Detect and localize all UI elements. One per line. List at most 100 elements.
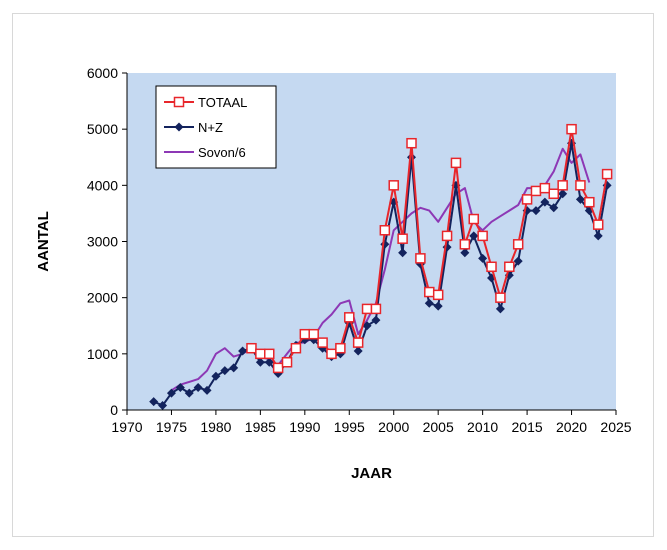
point-totaal — [352, 337, 364, 348]
point-n-z — [398, 248, 408, 258]
point-n-z — [362, 321, 372, 331]
point-totaal — [370, 303, 382, 315]
point-totaal — [575, 180, 586, 191]
x-tick-label: 1975 — [156, 419, 187, 435]
y-tick-label: 5000 — [87, 121, 118, 137]
point-totaal — [272, 362, 284, 374]
point-n-z — [238, 346, 248, 356]
point-n-z — [166, 388, 176, 398]
point-n-z — [593, 231, 603, 241]
point-totaal — [432, 289, 444, 301]
point-totaal — [548, 188, 560, 200]
y-axis-title: AANTAL — [35, 211, 52, 272]
point-totaal — [361, 303, 373, 315]
point-totaal — [388, 180, 399, 191]
x-tick-label: 2025 — [600, 419, 631, 435]
x-tick-label: 1970 — [111, 419, 142, 435]
point-totaal — [539, 182, 551, 194]
point-n-z — [158, 401, 168, 411]
point-totaal — [317, 337, 328, 348]
point-n-z — [540, 197, 550, 207]
point-totaal — [601, 168, 613, 180]
point-totaal — [495, 292, 506, 303]
point-totaal — [486, 261, 497, 273]
point-totaal — [397, 233, 408, 244]
point-totaal — [308, 328, 319, 340]
series-layer — [149, 123, 613, 411]
point-totaal — [477, 230, 488, 242]
point-totaal — [512, 239, 524, 250]
point-totaal — [468, 213, 479, 225]
legend-label-n-z: N+Z — [198, 120, 223, 135]
y-tick-label: 4000 — [87, 177, 118, 193]
point-n-z — [220, 366, 230, 376]
legend-label-sovon-6: Sovon/6 — [198, 145, 246, 160]
point-n-z — [531, 206, 541, 216]
point-n-z — [549, 203, 559, 213]
point-n-z — [184, 388, 194, 398]
point-totaal — [406, 137, 417, 149]
point-n-z — [371, 315, 381, 325]
point-totaal — [299, 328, 311, 340]
point-n-z — [175, 383, 185, 393]
point-n-z — [558, 189, 568, 199]
point-totaal — [264, 348, 275, 360]
point-totaal — [344, 312, 355, 323]
point-n-z — [353, 346, 363, 356]
legend-label-totaal: TOTAAL — [198, 95, 247, 110]
point-totaal — [255, 348, 266, 360]
point-totaal — [424, 286, 435, 298]
point-totaal — [441, 230, 453, 242]
legend-marker-n-z — [174, 122, 184, 132]
point-n-z — [193, 383, 203, 393]
point-n-z — [460, 248, 470, 258]
point-n-z — [424, 298, 434, 308]
x-tick-label: 1980 — [200, 419, 231, 435]
x-tick-label: 1985 — [245, 419, 276, 435]
x-tick-label: 2020 — [556, 419, 587, 435]
point-totaal — [584, 196, 595, 208]
point-n-z — [495, 304, 505, 314]
x-tick-label: 2005 — [423, 419, 454, 435]
point-totaal — [450, 157, 462, 169]
point-totaal — [566, 123, 577, 135]
point-n-z — [469, 231, 479, 241]
point-totaal — [379, 225, 391, 236]
point-totaal — [459, 239, 471, 250]
y-tick-label: 6000 — [87, 65, 118, 81]
y-tick-label: 0 — [110, 402, 118, 418]
legend: TOTAAL N+Z Sovon/6 — [155, 85, 277, 169]
axes-layer: 0 1000 2000 3000 4000 5000 6000 1970 1975 1980 198… — [87, 65, 632, 435]
x-tick-label: 1990 — [289, 419, 320, 435]
legend-marker-totaal — [173, 96, 185, 108]
point-totaal — [246, 342, 257, 354]
x-axis-title: JAAR — [351, 465, 392, 482]
point-n-z — [478, 253, 488, 263]
point-n-z — [264, 357, 274, 367]
y-tick-label: 2000 — [87, 290, 118, 306]
y-tick-label: 3000 — [87, 234, 118, 250]
point-n-z — [255, 357, 265, 367]
x-tick-label: 2000 — [378, 419, 409, 435]
point-n-z — [513, 256, 523, 266]
point-totaal — [557, 180, 568, 191]
x-tick-label: 1995 — [334, 419, 365, 435]
x-tick-label: 2015 — [512, 419, 543, 435]
point-totaal — [335, 342, 346, 354]
point-n-z — [433, 301, 443, 311]
point-n-z — [211, 371, 221, 381]
point-n-z — [202, 385, 212, 395]
x-tick-label: 2010 — [467, 419, 498, 435]
point-totaal — [521, 194, 533, 205]
point-n-z — [149, 397, 159, 407]
point-totaal — [415, 253, 426, 264]
point-n-z — [575, 194, 585, 204]
y-tick-label: 1000 — [87, 346, 118, 362]
point-n-z — [229, 363, 239, 373]
point-totaal — [530, 185, 542, 197]
point-totaal — [281, 357, 293, 368]
point-totaal — [290, 342, 302, 354]
point-totaal — [592, 219, 604, 230]
point-totaal — [326, 348, 337, 360]
